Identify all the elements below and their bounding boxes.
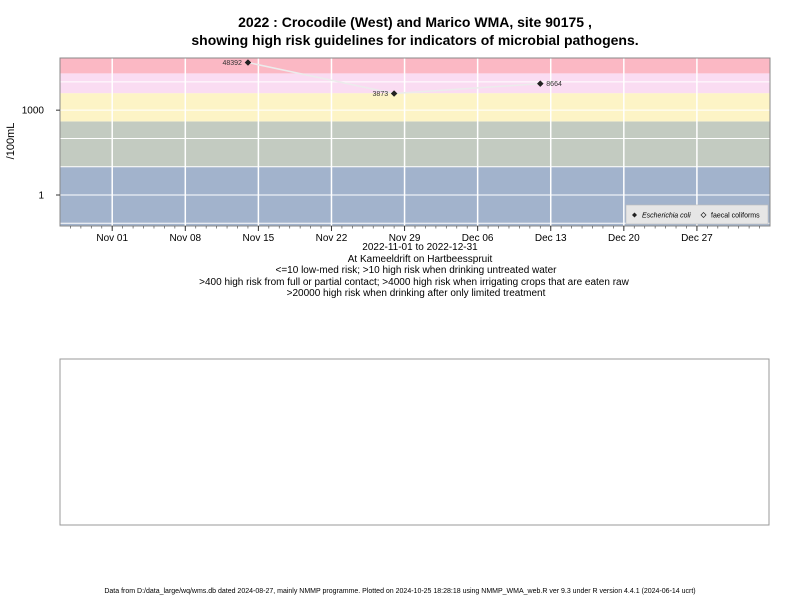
legend-label-faecal: faecal coliforms	[711, 213, 760, 220]
x-tick-label-5: Dec 06	[462, 233, 494, 244]
data-point-0-1	[390, 90, 398, 97]
footer-note: Data from D:/data_large/wq/wms.db dated …	[104, 588, 696, 595]
x-axis: Nov 01 Nov 08 Nov 15 Nov 22 Nov 29 Dec 06 Dec …	[70, 226, 760, 244]
x-tick-label-4: Nov 29	[389, 233, 421, 244]
x-tick-label-6: Dec 13	[535, 233, 567, 244]
risk-band-4	[60, 58, 770, 74]
date-range-note: 2022-11-01 to 2022-12-31	[362, 242, 478, 253]
legend-marker-ecoli	[632, 212, 637, 218]
x-tick-label-2: Nov 15	[243, 233, 275, 244]
x-tick-label-0: Nov 01	[96, 233, 128, 244]
guideline-note-1: <=10 low-med risk; >10 high risk when dr…	[276, 265, 558, 276]
data-point-0-0	[244, 59, 252, 66]
legend-box	[625, 204, 769, 225]
data-point-0-2	[536, 80, 544, 88]
legend-label-ecoli: Escherichia coli	[642, 213, 691, 220]
risk-band-3	[60, 73, 770, 94]
y-axis: 1 1000	[22, 106, 60, 201]
data-label-0-0: 48392	[222, 60, 242, 67]
risk-band-2	[60, 93, 770, 122]
empty-second-panel	[59, 358, 770, 526]
x-tick-label-3: Nov 22	[316, 233, 348, 244]
x-tick-label-8: Dec 27	[681, 233, 713, 244]
y-axis-label: /100mL	[5, 123, 17, 160]
point-labels: 48392 3873 8664	[222, 60, 562, 98]
legend-marker-faecal	[700, 212, 707, 218]
data-points	[244, 59, 544, 97]
chart-notes: 2022-11-01 to 2022-12-31 At Kameeldrift …	[199, 242, 629, 299]
legend: Escherichia coli faecal coliforms	[625, 204, 769, 225]
y-tick-label-1: 1000	[22, 106, 45, 117]
data-label-0-2: 8664	[546, 81, 562, 88]
guideline-note-2: >400 high risk from full or partial cont…	[199, 277, 629, 288]
guideline-note-3: >20000 high risk when drinking after onl…	[287, 288, 546, 299]
location-note: At Kameeldrift on Hartbeesspruit	[348, 254, 493, 265]
x-tick-label-1: Nov 08	[169, 233, 201, 244]
chart-subtitle: showing high risk guidelines for indicat…	[191, 32, 638, 48]
risk-band-1	[60, 121, 770, 167]
x-tick-label-7: Dec 20	[608, 233, 640, 244]
chart-title: 2022 : Crocodile (West) and Marico WMA, …	[238, 14, 592, 30]
risk-bands	[60, 58, 770, 226]
plot-area: 48392 3873 8664	[59, 57, 771, 227]
y-tick-label-0: 1	[38, 190, 44, 201]
data-label-0-1: 3873	[373, 91, 389, 98]
